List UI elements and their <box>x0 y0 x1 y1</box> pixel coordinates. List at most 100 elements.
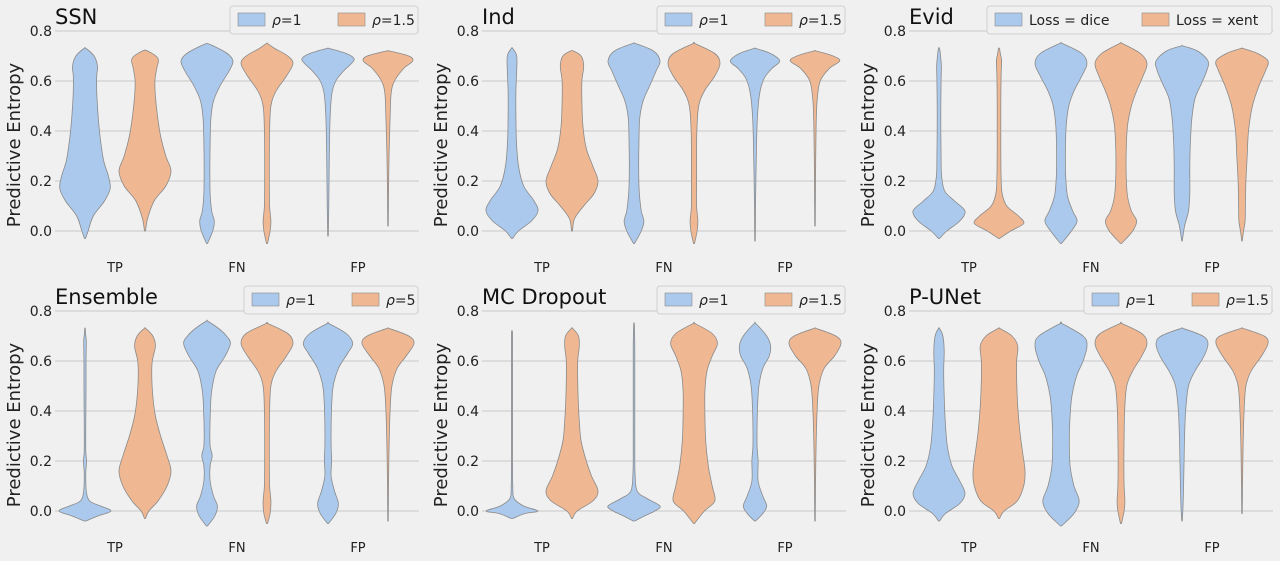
y-tick-label: 0.6 <box>457 74 479 90</box>
x-tick-label: TP <box>960 261 977 276</box>
legend-label: ρ=1 <box>286 293 316 309</box>
violin-tp-series-1 <box>912 327 966 522</box>
y-tick-label: 0.2 <box>457 174 479 190</box>
legend-swatch <box>251 292 280 307</box>
legend: Loss = dice Loss = xent <box>986 5 1273 35</box>
legend-label: Loss = dice <box>1029 13 1109 29</box>
x-tick-label: FP <box>1204 261 1219 276</box>
y-tick-label: 0.2 <box>30 454 52 470</box>
y-tick-label: 0.4 <box>884 124 906 140</box>
legend-swatch <box>337 12 366 27</box>
legend-label: ρ=1.5 <box>372 13 415 29</box>
violin-tp-series-1 <box>485 329 539 519</box>
subplot-title: MC Dropout <box>482 285 606 309</box>
y-tick-label: 0.0 <box>457 224 479 240</box>
legend-label: ρ=1 <box>272 13 302 29</box>
x-tick-label: TP <box>533 261 550 276</box>
violin-fn-series-1 <box>1034 321 1088 527</box>
y-axis-label: Predictive Entropy <box>4 342 25 507</box>
legend-frame <box>1083 285 1273 315</box>
legend: ρ=1 ρ=1.5 <box>656 285 846 315</box>
y-axis-label: Predictive Entropy <box>858 62 879 227</box>
x-tick-label: TP <box>960 541 977 556</box>
subplot-evid: 0.0 0.2 0.4 0.6 0.8 Predictive Entropy Evid TP F… <box>858 5 1273 276</box>
violin-fn-series-1 <box>183 319 231 527</box>
legend-frame <box>656 5 846 35</box>
legend-label: ρ=1.5 <box>799 13 842 29</box>
violin-fn-series-2 <box>670 321 718 524</box>
violin-tp-series-2 <box>118 49 172 232</box>
legend-swatch <box>1141 12 1170 27</box>
violin-tp-series-1 <box>59 47 111 239</box>
legend-label: ρ=1.5 <box>799 293 842 309</box>
y-tick-label: 0.8 <box>457 304 479 320</box>
legend-swatch <box>1191 292 1220 307</box>
legend-label: ρ=1.5 <box>1226 293 1269 309</box>
violin-fn-series-1 <box>180 42 234 244</box>
y-tick-label: 0.0 <box>30 224 52 240</box>
x-tick-label: TP <box>533 541 550 556</box>
y-tick-label: 0.2 <box>30 174 52 190</box>
y-tick-label: 0.8 <box>884 24 906 40</box>
subplot-mc-dropout: 0.0 0.2 0.4 0.6 0.8 Predictive Entropy MC Drop… <box>431 285 846 556</box>
y-tick-label: 0.6 <box>30 354 52 370</box>
legend-frame <box>986 5 1273 35</box>
legend-swatch <box>1091 292 1120 307</box>
y-tick-label: 0.6 <box>457 354 479 370</box>
x-tick-label: FN <box>655 261 672 276</box>
violin-tp-series-2 <box>545 327 599 519</box>
x-tick-label: FP <box>350 541 365 556</box>
y-axis-label: Predictive Entropy <box>431 342 452 507</box>
legend-label: ρ=5 <box>386 293 416 309</box>
x-tick-label: FP <box>1204 541 1219 556</box>
y-tick-label: 0.2 <box>884 174 906 190</box>
x-tick-label: FP <box>777 261 792 276</box>
violin-tp-series-2 <box>972 327 1026 519</box>
x-tick-label: FN <box>1082 261 1099 276</box>
violin-fn-series-2 <box>240 42 294 244</box>
x-tick-label: FN <box>1082 541 1099 556</box>
legend-label: ρ=1 <box>699 293 729 309</box>
y-tick-label: 0.4 <box>457 124 479 140</box>
legend-label: ρ=1 <box>1126 293 1156 309</box>
y-tick-label: 0.4 <box>30 404 52 420</box>
subplot-ensemble: 0.0 0.2 0.4 0.6 0.8 Predictive Entropy Ensembl… <box>4 285 419 556</box>
subplot-ssn: 0.0 0.2 0.4 0.6 0.8 Predictive Entropy SSN TP FN… <box>4 5 419 276</box>
violin-fn-series-2 <box>1094 321 1148 524</box>
legend-swatch <box>764 292 793 307</box>
y-tick-label: 0.4 <box>457 404 479 420</box>
x-tick-label: FP <box>777 541 792 556</box>
subplot-title: P-UNet <box>909 285 981 309</box>
legend: ρ=1 ρ=5 <box>243 285 419 315</box>
violin-fp-series-2 <box>788 327 842 522</box>
violin-fp-series-1 <box>738 321 772 522</box>
legend-swatch <box>237 12 266 27</box>
y-tick-label: 0.0 <box>30 504 52 520</box>
y-tick-label: 0.2 <box>884 454 906 470</box>
legend-frame <box>656 285 846 315</box>
y-tick-label: 0.6 <box>884 74 906 90</box>
violin-fp-series-1 <box>302 321 354 524</box>
y-axis-label: Predictive Entropy <box>858 342 879 507</box>
y-axis-label: Predictive Entropy <box>431 62 452 227</box>
y-axis-label: Predictive Entropy <box>4 62 25 227</box>
violin-fn-series-1 <box>1034 41 1088 244</box>
violin-fp-series-2 <box>362 49 414 227</box>
legend: ρ=1 ρ=1.5 <box>656 5 846 35</box>
violin-tp-series-2 <box>118 327 172 519</box>
legend: ρ=1 ρ=1.5 <box>229 5 419 35</box>
violin-fn-series-2 <box>1094 41 1148 244</box>
subplot-title: Ensemble <box>55 285 158 309</box>
x-tick-label: FN <box>655 541 672 556</box>
subplot-title: Evid <box>909 5 954 29</box>
violin-tp-series-1 <box>485 47 539 239</box>
y-tick-label: 0.0 <box>884 504 906 520</box>
violin-fp-series-1 <box>729 47 781 242</box>
y-tick-label: 0.6 <box>884 354 906 370</box>
x-tick-label: FN <box>228 261 245 276</box>
violin-tp-series-2 <box>973 47 1025 239</box>
violin-fp-series-2 <box>1215 47 1269 242</box>
x-tick-label: TP <box>106 261 123 276</box>
violin-fn-series-2 <box>667 41 721 244</box>
y-tick-label: 0.4 <box>30 124 52 140</box>
